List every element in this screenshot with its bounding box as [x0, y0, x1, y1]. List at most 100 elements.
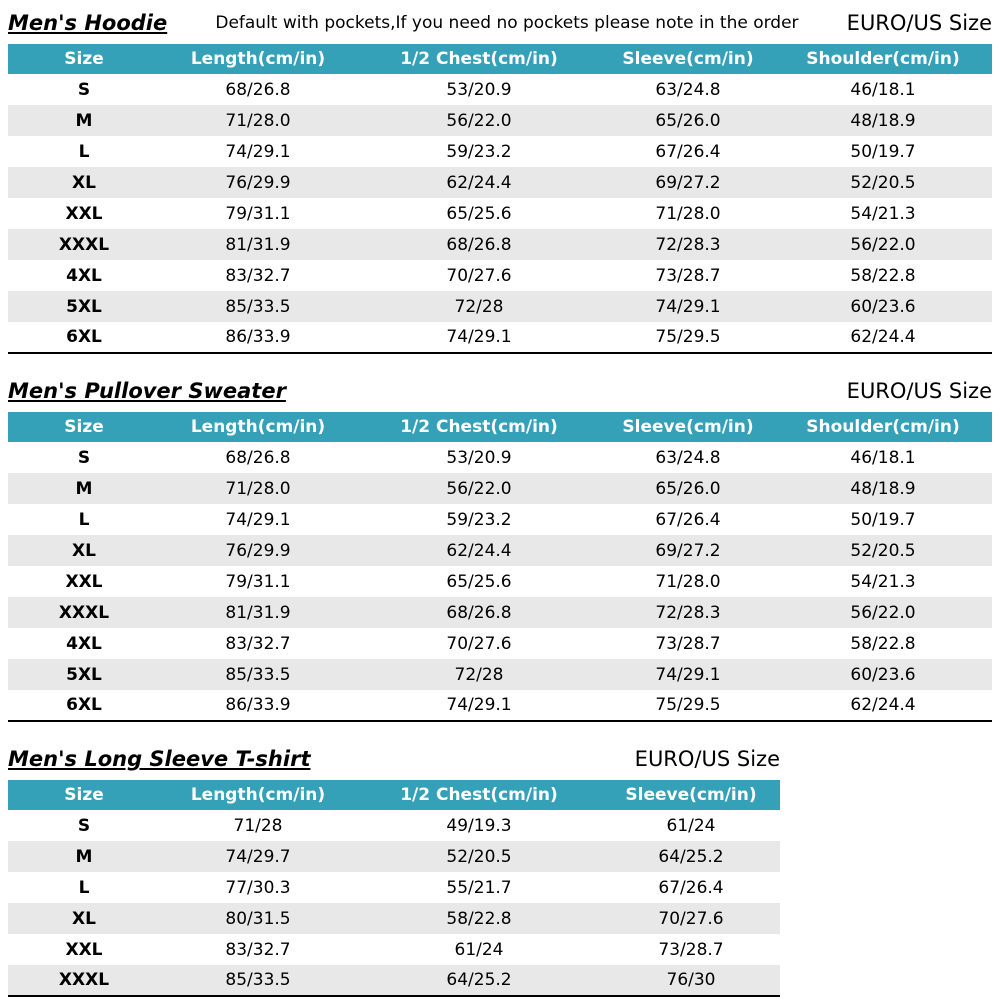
measurement-cell: 56/22.0 [446, 110, 512, 131]
measurement-cell: 76/29.9 [225, 540, 291, 561]
size-cell: XXXL [58, 602, 110, 623]
size-cell: XXXL [58, 970, 110, 990]
table-row: XL 76/29.9 62/24.4 69/27.2 52/20.5 [8, 535, 992, 566]
measurement-cell: 74/29.1 [655, 296, 721, 317]
table-header-row: Size Length(cm/in) 1/2 Chest(cm/in) Sleeve(… [8, 44, 992, 74]
measurement-cell: 67/26.4 [655, 141, 721, 162]
measurement-cell: 56/22.0 [850, 602, 916, 623]
measurement-cell: 81/31.9 [225, 234, 291, 255]
table-row: S 71/28 49/19.3 61/24 [8, 810, 780, 841]
measurement-cell: 53/20.9 [446, 447, 512, 468]
size-cell: XL [72, 172, 96, 193]
measurement-cell: 50/19.7 [850, 509, 916, 530]
table-row: XXL 79/31.1 65/25.6 71/28.0 54/21.3 [8, 198, 992, 229]
measurement-cell: 70/27.6 [446, 265, 512, 286]
measurement-cell: 54/21.3 [850, 203, 916, 224]
measurement-cell: 79/31.1 [225, 203, 291, 224]
measurement-cell: 72/28.3 [655, 234, 721, 255]
column-header: Sleeve(cm/in) [602, 44, 774, 74]
measurement-cell: 71/28.0 [225, 110, 291, 131]
measurement-cell: 55/21.7 [446, 877, 512, 898]
measurement-cell: 50/19.7 [850, 141, 916, 162]
table-row: XL 76/29.9 62/24.4 69/27.2 52/20.5 [8, 167, 992, 198]
hoodie-measurements-table: Size Length(cm/in) 1/2 Chest(cm/in) Sleeve(… [8, 44, 992, 354]
measurement-cell: 72/28 [454, 664, 504, 685]
size-cell: S [77, 79, 91, 100]
measurement-cell: 61/24 [454, 939, 504, 960]
measurement-cell: 74/29.1 [225, 141, 291, 162]
size-cell: XXL [65, 571, 103, 592]
size-cell: L [78, 877, 90, 898]
measurement-cell: 63/24.8 [655, 447, 721, 468]
measurement-cell: 76/30 [666, 970, 716, 990]
column-header: Sleeve(cm/in) [602, 780, 780, 810]
size-cell: 6XL [66, 327, 102, 347]
tshirt-size-chart: Men's Long Sleeve T-shirt EURO/US Size S… [8, 744, 992, 997]
measurement-cell: 85/33.5 [225, 296, 291, 317]
measurement-cell: 56/22.0 [850, 234, 916, 255]
table-row: M 74/29.7 52/20.5 64/25.2 [8, 841, 780, 872]
size-cell: 5XL [66, 296, 102, 317]
column-header: 1/2 Chest(cm/in) [356, 44, 602, 74]
table-row: S 68/26.8 53/20.9 63/24.8 46/18.1 [8, 74, 992, 105]
measurement-cell: 74/29.1 [655, 664, 721, 685]
hoodie-chart-header: Men's Hoodie Default with pockets,If you… [8, 8, 992, 38]
measurement-cell: 86/33.9 [225, 695, 291, 715]
size-cell: 6XL [66, 695, 102, 715]
column-header: Length(cm/in) [160, 780, 356, 810]
measurement-cell: 68/26.8 [225, 79, 291, 100]
measurement-cell: 75/29.5 [655, 695, 721, 715]
measurement-cell: 65/25.6 [446, 571, 512, 592]
column-header: Shoulder(cm/in) [774, 412, 992, 442]
hoodie-size-chart: Men's Hoodie Default with pockets,If you… [8, 8, 992, 354]
size-cell: 4XL [66, 633, 102, 654]
measurement-cell: 73/28.7 [658, 939, 724, 960]
measurement-cell: 64/25.2 [446, 970, 512, 990]
measurement-cell: 69/27.2 [655, 540, 721, 561]
column-header: Length(cm/in) [160, 44, 356, 74]
size-cell: L [78, 509, 90, 530]
tshirt-chart-header: Men's Long Sleeve T-shirt EURO/US Size [8, 744, 780, 774]
measurement-cell: 74/29.7 [225, 846, 291, 867]
pullover-chart-header: Men's Pullover Sweater EURO/US Size [8, 376, 992, 406]
size-cell: M [75, 846, 93, 867]
table-row: XXXL 85/33.5 64/25.2 76/30 [8, 965, 780, 996]
measurement-cell: 54/21.3 [850, 571, 916, 592]
measurement-cell: 62/24.4 [446, 540, 512, 561]
measurement-cell: 71/28.0 [655, 571, 721, 592]
size-cell: XXXL [58, 234, 110, 255]
measurement-cell: 52/20.5 [446, 846, 512, 867]
table-row: 5XL 85/33.5 72/28 74/29.1 60/23.6 [8, 291, 992, 322]
size-cell: XXL [65, 203, 103, 224]
size-cell: 5XL [66, 664, 102, 685]
size-cell: M [75, 478, 93, 499]
table-row: XXL 79/31.1 65/25.6 71/28.0 54/21.3 [8, 566, 992, 597]
table-row: L 77/30.3 55/21.7 67/26.4 [8, 872, 780, 903]
column-header: 1/2 Chest(cm/in) [356, 412, 602, 442]
size-cell: XL [72, 908, 96, 929]
measurement-cell: 83/32.7 [225, 939, 291, 960]
measurement-cell: 72/28.3 [655, 602, 721, 623]
measurement-cell: 56/22.0 [446, 478, 512, 499]
table-row: S 68/26.8 53/20.9 63/24.8 46/18.1 [8, 442, 992, 473]
measurement-cell: 76/29.9 [225, 172, 291, 193]
measurement-cell: 74/29.1 [225, 509, 291, 530]
measurement-cell: 77/30.3 [225, 877, 291, 898]
measurement-cell: 68/26.8 [225, 447, 291, 468]
measurement-cell: 48/18.9 [850, 478, 916, 499]
measurement-cell: 60/23.6 [850, 664, 916, 685]
measurement-cell: 64/25.2 [658, 846, 724, 867]
measurement-cell: 81/31.9 [225, 602, 291, 623]
measurement-cell: 60/23.6 [850, 296, 916, 317]
measurement-cell: 61/24 [666, 815, 716, 836]
size-cell: M [75, 110, 93, 131]
measurement-cell: 85/33.5 [225, 664, 291, 685]
measurement-cell: 63/24.8 [655, 79, 721, 100]
table-row: M 71/28.0 56/22.0 65/26.0 48/18.9 [8, 473, 992, 504]
measurement-cell: 85/33.5 [225, 970, 291, 990]
measurement-cell: 58/22.8 [850, 265, 916, 286]
pullover-measurements-table: Size Length(cm/in) 1/2 Chest(cm/in) Sleeve(… [8, 412, 992, 722]
table-header-row: Size Length(cm/in) 1/2 Chest(cm/in) Sleeve(… [8, 412, 992, 442]
measurement-cell: 73/28.7 [655, 265, 721, 286]
column-header: Shoulder(cm/in) [774, 44, 992, 74]
